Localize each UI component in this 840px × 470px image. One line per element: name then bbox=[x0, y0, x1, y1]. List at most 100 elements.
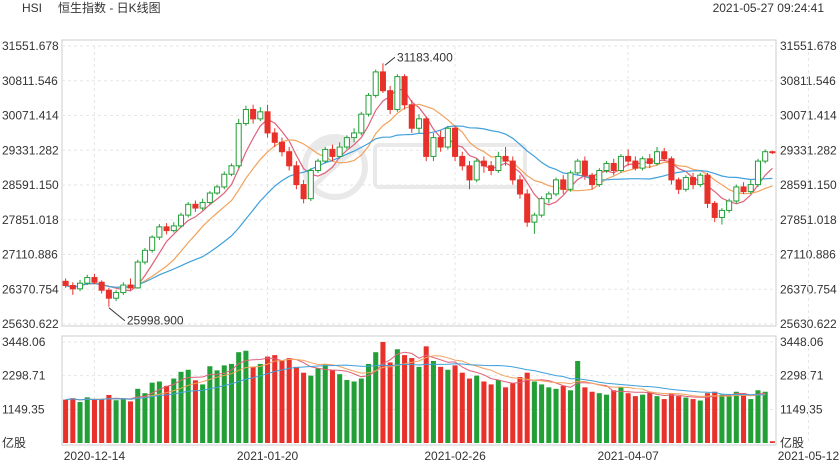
volume-tick-right: 3448.06 bbox=[780, 335, 824, 349]
price-tick-right: 30071.414 bbox=[780, 109, 837, 123]
candle-body bbox=[574, 160, 581, 174]
price-tick-left: 27851.018 bbox=[2, 213, 59, 227]
volume-bar bbox=[272, 355, 278, 443]
candle-body bbox=[242, 108, 249, 125]
candle-body bbox=[307, 169, 314, 200]
volume-bar bbox=[113, 400, 119, 443]
date-tick-label: 2021-04-07 bbox=[597, 449, 659, 463]
volume-averages bbox=[65, 351, 766, 401]
candle-body bbox=[430, 137, 437, 157]
volume-bar bbox=[510, 382, 516, 443]
candle-body bbox=[754, 160, 761, 186]
price-tick-left: 29331.282 bbox=[2, 143, 59, 157]
volume-bar bbox=[164, 385, 170, 443]
volume-bar bbox=[668, 393, 674, 443]
candle-body bbox=[581, 160, 588, 176]
candle-body bbox=[553, 179, 560, 195]
candle-body bbox=[163, 226, 170, 232]
date-tick-label: 2021-02-26 bbox=[424, 449, 486, 463]
candle-body bbox=[343, 137, 350, 148]
volume-bar bbox=[257, 363, 263, 443]
candle-body bbox=[286, 151, 293, 167]
candle-body bbox=[300, 184, 307, 200]
volume-bar bbox=[719, 394, 725, 443]
price-tick-left: 30811.546 bbox=[2, 74, 58, 88]
volume-bar bbox=[351, 381, 357, 443]
candle-body bbox=[617, 155, 624, 171]
candle-body bbox=[62, 280, 69, 287]
volume-bar bbox=[495, 380, 501, 443]
candle-body bbox=[646, 158, 653, 164]
candle-body bbox=[653, 151, 661, 164]
price-tick-left: 25630.622 bbox=[2, 317, 59, 331]
volume-bar bbox=[127, 401, 134, 443]
candle-body bbox=[156, 226, 163, 238]
volume-bar bbox=[380, 341, 386, 443]
volume-bar bbox=[567, 390, 573, 443]
volume-bar bbox=[373, 352, 379, 443]
volume-tick-left: 3448.06 bbox=[2, 335, 46, 349]
volume-bar bbox=[575, 360, 581, 443]
volume-bar bbox=[409, 358, 415, 443]
volume-bar bbox=[149, 382, 155, 443]
candle-body bbox=[603, 162, 610, 171]
price-tick-left: 30071.414 bbox=[2, 109, 59, 123]
volume-bar bbox=[178, 371, 184, 443]
volume-bar bbox=[546, 387, 552, 443]
price-tick-left: 31551.678 bbox=[2, 39, 59, 53]
volume-bar bbox=[452, 365, 458, 443]
volume-bar bbox=[135, 388, 141, 443]
candle-body bbox=[185, 203, 192, 216]
volume-bar bbox=[243, 350, 249, 443]
candle-body bbox=[365, 94, 372, 115]
candle-body bbox=[567, 172, 574, 190]
volume-bar bbox=[387, 362, 393, 443]
candle-body bbox=[466, 165, 473, 181]
candle-body bbox=[408, 104, 415, 129]
volume-bar bbox=[430, 360, 436, 443]
candle-body bbox=[322, 148, 329, 162]
candle-body bbox=[509, 160, 516, 181]
volume-bar bbox=[286, 358, 292, 443]
volume-axis: 3448.06 3448.06 2298.71 2298.71 1149.35 1149.… bbox=[2, 335, 824, 450]
candle-body bbox=[423, 118, 430, 157]
annotations: 31183.400 25998.900 bbox=[108, 50, 453, 328]
candle-body bbox=[351, 132, 358, 139]
candle-body bbox=[740, 186, 747, 193]
chart-title: 恒生指数 - 日K线图 bbox=[58, 0, 161, 15]
candle-body bbox=[747, 184, 754, 193]
volume-bar bbox=[459, 372, 465, 443]
candle-body bbox=[675, 179, 682, 190]
candle-body bbox=[480, 160, 487, 167]
volume-bar bbox=[236, 352, 242, 443]
candle-body bbox=[235, 123, 242, 167]
volume-bar bbox=[531, 381, 537, 443]
volume-bar bbox=[748, 399, 754, 443]
volume-bar bbox=[445, 369, 451, 443]
price-tick-left: 26370.754 bbox=[2, 282, 59, 296]
volume-bar bbox=[106, 394, 112, 443]
volume-bar bbox=[265, 356, 271, 443]
price-tick-right: 30811.546 bbox=[780, 74, 836, 88]
volume-ma10-line bbox=[65, 355, 766, 401]
volume-bar bbox=[365, 363, 372, 443]
volume-bar bbox=[279, 360, 285, 443]
volume-tick-right: 亿股 bbox=[780, 435, 804, 450]
candle-body bbox=[718, 209, 725, 218]
candle-body bbox=[502, 155, 509, 162]
volume-bar bbox=[402, 355, 408, 443]
volume-bar bbox=[301, 372, 307, 443]
volume-bar bbox=[416, 366, 422, 443]
candle-body bbox=[379, 71, 386, 92]
price-grid bbox=[62, 45, 776, 325]
volume-bar bbox=[329, 369, 335, 443]
candle-body bbox=[415, 118, 423, 129]
candle-body bbox=[177, 214, 185, 227]
volume-tick-right: 1149.35 bbox=[780, 402, 823, 416]
candle-body bbox=[726, 200, 733, 211]
date-tick-label: 2020-12-14 bbox=[64, 449, 126, 463]
volume-bar bbox=[358, 378, 364, 443]
candle-body bbox=[610, 162, 617, 171]
volume-bar bbox=[618, 387, 624, 443]
